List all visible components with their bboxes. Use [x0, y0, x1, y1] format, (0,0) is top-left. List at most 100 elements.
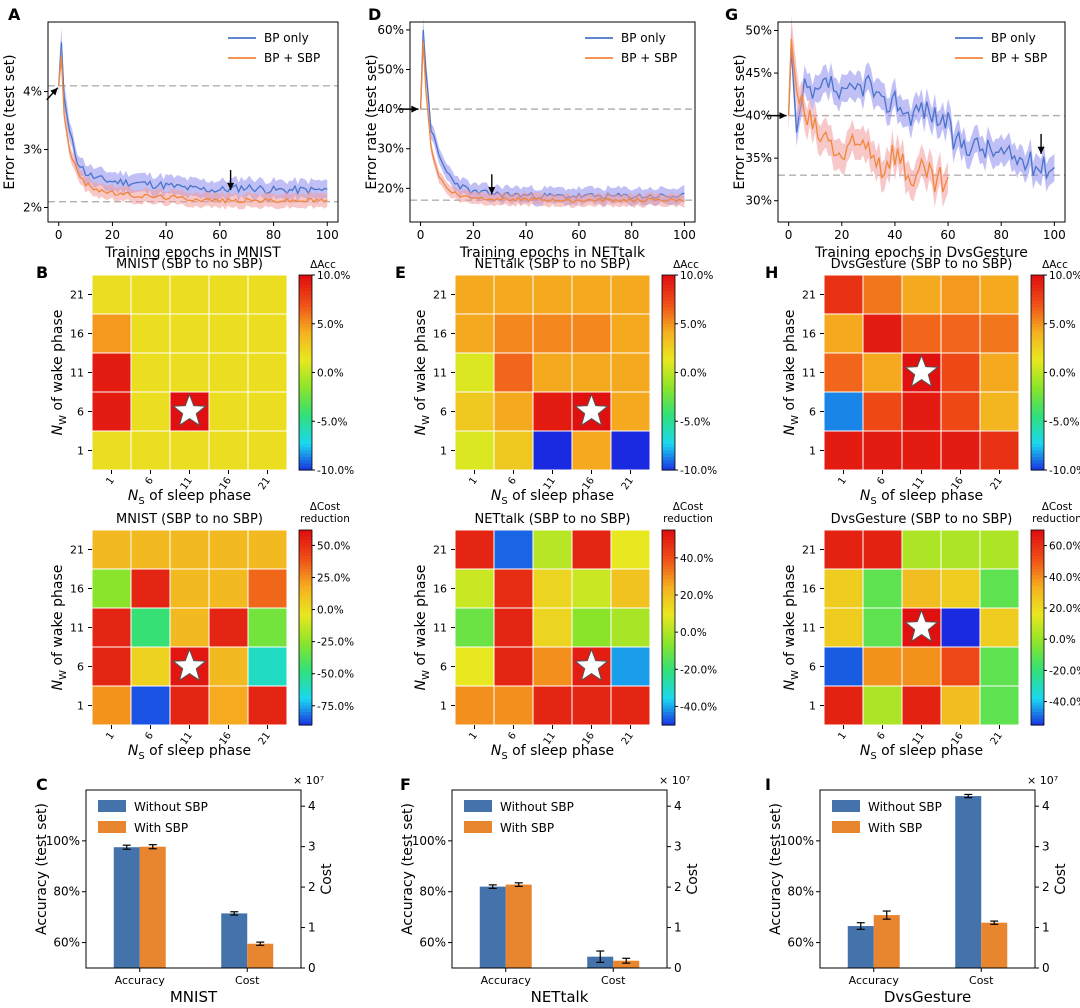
y-right-tick-label: 2 [308, 880, 316, 894]
colorbar-segment [299, 565, 312, 570]
colorbar-tick-label: -20.0% [1049, 665, 1080, 677]
optimum-star-icon [573, 648, 610, 682]
colorbar-segment [1031, 539, 1044, 544]
heatmap-cell [454, 352, 495, 393]
heatmap-cell [247, 568, 288, 609]
colorbar-segment [662, 343, 675, 348]
colorbar-segment [662, 669, 675, 674]
annotation-arrow-head [779, 112, 787, 120]
colorbar-segment [1031, 585, 1044, 590]
colorbar-segment [1031, 463, 1044, 468]
heatmap-cell [571, 313, 612, 354]
colorbar-segment [1031, 614, 1044, 619]
heatmap-cell [532, 313, 573, 354]
colorbar-segment [662, 689, 675, 694]
heatmap-cell [940, 391, 981, 432]
heatmap-cell [130, 274, 171, 315]
y-tick-label: 60% [377, 23, 404, 37]
colorbar-segment [662, 421, 675, 426]
colorbar-segment [1031, 408, 1044, 413]
colorbar-segment [299, 275, 312, 279]
colorbar-segment [299, 663, 312, 668]
colorbar-segment [299, 366, 312, 370]
colorbar-segment [1031, 634, 1044, 638]
y-tick-label: 40% [377, 102, 404, 116]
colorbar-segment [662, 398, 675, 403]
colorbar-segment [299, 572, 312, 577]
colorbar-segment [299, 353, 312, 357]
heatmap-cell [91, 313, 132, 354]
heatmap-cell [823, 529, 864, 570]
x-axis-label: NS of sleep phase [860, 488, 983, 507]
colorbar-segment [662, 640, 675, 645]
y-tick-label: 80% [53, 885, 80, 899]
colorbar-segment [299, 427, 312, 432]
colorbar-segment [299, 702, 312, 707]
colorbar-tick-label: 40.0% [680, 553, 713, 565]
y-right-tick-label: 3 [308, 840, 316, 854]
x-tick-label: 100 [316, 228, 339, 242]
colorbar-segment [1031, 304, 1044, 309]
colorbar-segment [299, 705, 312, 710]
colorbar-segment [1031, 663, 1044, 668]
colorbar-segment [662, 546, 675, 551]
heatmap-cell [610, 313, 651, 354]
heatmap-cell [979, 529, 1020, 570]
series-band-bp-only [788, 27, 1055, 192]
y-tick-label: 60% [419, 936, 446, 950]
colorbar-segment [662, 637, 675, 642]
colorbar-segment [299, 372, 312, 377]
y-tick-label: 21 [433, 544, 447, 557]
colorbar-segment [1031, 666, 1044, 671]
heatmap-cell [610, 391, 651, 432]
heatmap-title: MNIST (SBP to no SBP) [116, 257, 263, 272]
colorbar-segment [1031, 388, 1044, 393]
colorbar-segment [299, 385, 312, 390]
y-tick-label: 50% [745, 24, 772, 38]
y-right-tick-label: 1 [1042, 921, 1050, 935]
y-tick-label: 16 [433, 583, 447, 596]
y-right-tick-label: 0 [674, 961, 682, 975]
colorbar-segment [662, 356, 675, 361]
series-band-bp-only [420, 18, 685, 207]
heatmap-cell [169, 685, 210, 726]
colorbar-title-line2: reduction [300, 513, 350, 525]
colorbar-segment [299, 601, 312, 606]
colorbar-segment [299, 692, 312, 697]
heatmap-cell [493, 274, 534, 315]
x-tick-label: 80 [624, 228, 639, 242]
colorbar-segment [1031, 552, 1044, 557]
heatmap-cell [169, 607, 210, 648]
colorbar-segment [662, 543, 675, 547]
colorbar-segment [1031, 447, 1044, 452]
y-tick-label: 21 [433, 289, 447, 302]
axes-frame [85, 789, 302, 969]
heatmap-cell [823, 391, 864, 432]
y-tick-label: 1 [440, 700, 447, 713]
colorbar-segment [299, 598, 312, 603]
x-tick-label: 1 [836, 730, 849, 742]
heatmap-cell [532, 685, 573, 726]
series-band-bp-sbp [420, 32, 685, 209]
colorbar-segment [662, 434, 675, 439]
y-axis-label: Accuracy (test set) [34, 803, 50, 935]
series-line-bp-sbp [58, 56, 328, 204]
heatmap-cell [610, 568, 651, 609]
heatmap-cell [208, 274, 249, 315]
panel-g-line-chart: 0 20 40 60 80 100 30% 35% 40% 45% 50% Training epoc… [732, 16, 1066, 261]
colorbar-segment [662, 457, 675, 461]
colorbar-segment [662, 624, 675, 629]
colorbar-segment [1031, 676, 1044, 681]
x-tick-label: 100 [673, 228, 696, 242]
heatmap-cell [901, 391, 942, 432]
legend-label-bp-sbp: BP + SBP [991, 51, 1047, 65]
colorbar-segment [299, 447, 312, 452]
colorbar-tick-label: 10.0% [680, 270, 713, 282]
colorbar-segment [1031, 356, 1044, 361]
x-tick-label: 21 [257, 475, 273, 492]
colorbar-segment [662, 314, 675, 318]
x-tick-label: 6 [875, 730, 888, 742]
colorbar-segment [299, 317, 312, 322]
heatmap-cell [247, 274, 288, 315]
heatmap-cell [823, 352, 864, 393]
